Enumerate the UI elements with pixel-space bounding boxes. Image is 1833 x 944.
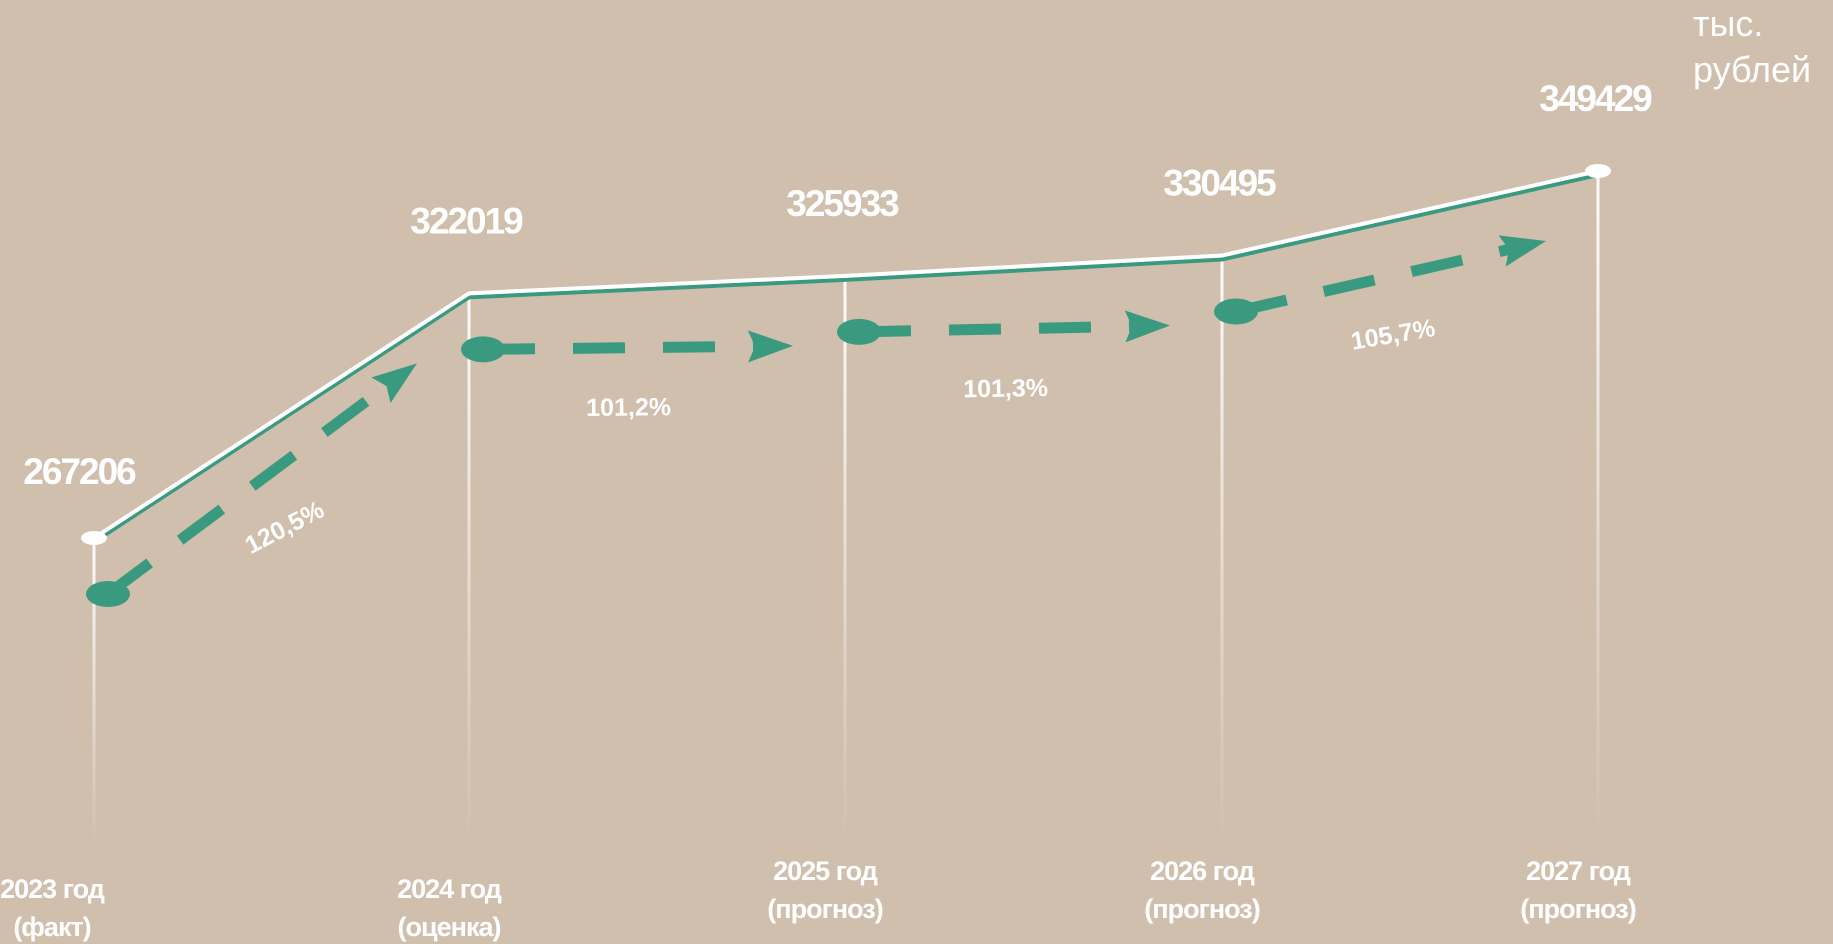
x-tick-label: 2026 год [1150, 856, 1255, 886]
series-line [92, 169, 1599, 540]
guide-line [1596, 171, 1600, 845]
x-tick-label: (прогноз) [767, 894, 882, 924]
growth-label: 120,5% [241, 496, 329, 560]
arrow-head-shape [1498, 235, 1546, 267]
value-label: 349429 [1539, 78, 1652, 119]
arrow-head-shape [1124, 310, 1170, 343]
guide-line [843, 275, 847, 845]
x-tick-label: (прогноз) [1520, 894, 1635, 924]
arrow-dot [86, 581, 130, 607]
x-tick-label: (факт) [13, 912, 90, 942]
arrow-shaft [1234, 241, 1523, 317]
arrow-head [371, 363, 417, 404]
arrow-head [1498, 235, 1546, 267]
value-label: 325933 [786, 183, 899, 224]
arrow-dot [1214, 298, 1258, 325]
x-tick-label: 2025 год [773, 856, 878, 886]
arrow-head-shape [371, 363, 417, 404]
value-label: 322019 [410, 200, 523, 241]
value-label: 330495 [1163, 163, 1276, 204]
guide-line [467, 293, 471, 845]
growth-label: 101,3% [963, 374, 1048, 403]
arrow-shaft [858, 320, 1146, 338]
x-tick-label: 2024 год [397, 874, 502, 904]
guide-line [1220, 255, 1224, 846]
line-shadow [92, 173, 1599, 544]
arrow-shaft [482, 340, 769, 355]
end-marker [81, 531, 107, 545]
unit-label: тыс. [1693, 3, 1763, 44]
guide-line [92, 538, 96, 845]
arrow-dot [837, 318, 881, 345]
x-tick-label: 2027 год [1526, 856, 1631, 886]
value-label: 267206 [23, 451, 136, 492]
arrow-head [1124, 310, 1170, 343]
arrow-head-shape [747, 330, 793, 363]
arrow-shaft [104, 373, 401, 599]
growth-label: 101,2% [586, 393, 671, 422]
x-tick-label: (оценка) [398, 912, 501, 942]
x-tick-label: (прогноз) [1144, 894, 1259, 924]
arrow-head [747, 330, 793, 363]
end-marker [1585, 164, 1611, 178]
unit-label: рублей [1693, 49, 1811, 90]
arrow-dot [461, 336, 505, 363]
x-tick-label: 2023 год [0, 874, 105, 904]
growth-label: 105,7% [1349, 314, 1437, 356]
